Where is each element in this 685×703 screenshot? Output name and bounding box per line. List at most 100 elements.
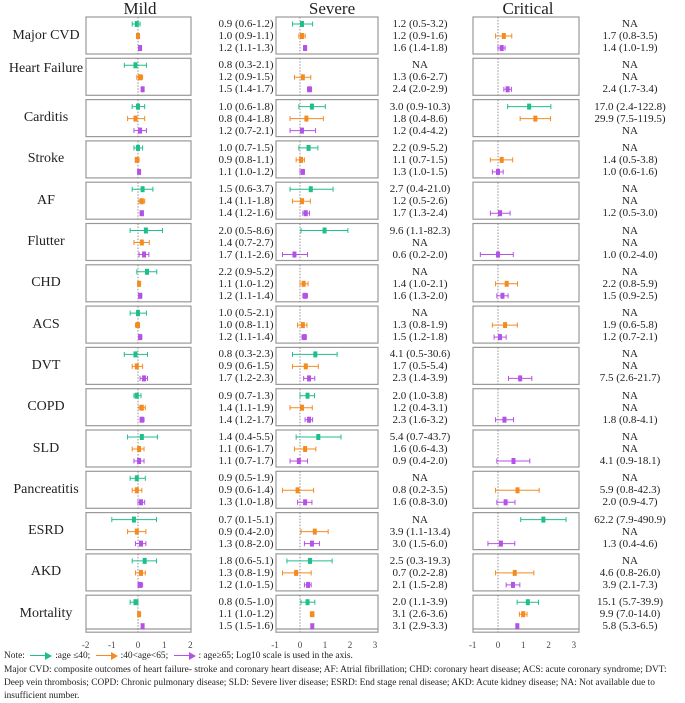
row-box	[275, 181, 379, 220]
ci-mark-severe	[293, 446, 317, 452]
estimate-text: NA	[412, 265, 428, 278]
row-label: AKD	[30, 564, 62, 580]
ci-mark-mild	[137, 168, 142, 175]
ci-mark-mild	[138, 45, 143, 51]
row-label: Pancreatitis	[13, 481, 79, 497]
note-prefix: Note:	[4, 651, 25, 661]
row-label: SLD	[32, 440, 60, 456]
ci-mark-severe	[289, 458, 309, 464]
point-estimate	[500, 292, 505, 299]
estimate-text: 1.3 (1.0-1.5)	[392, 165, 448, 178]
row-label: CHD	[31, 275, 61, 291]
estimate-text: 1.3 (0.8-1.9)	[218, 566, 274, 579]
ci-mark-severe	[291, 351, 338, 358]
legend-arrow-purple-icon	[173, 651, 196, 660]
row-box	[85, 511, 192, 551]
estimate-text: 2.2 (0.9-5.2)	[392, 141, 448, 154]
estimate-text: 0.7 (0.1-5.1)	[218, 513, 274, 526]
estimate-text: 3.0 (1.5-6.0)	[392, 537, 448, 550]
estimate-text: NA	[622, 265, 638, 278]
estimate-text: 2.7 (0.4-21.0)	[389, 183, 451, 196]
point-estimate	[518, 375, 523, 382]
estimate-text: 1.4 (1.0-1.9)	[602, 42, 658, 54]
estimate-text: 5.9 (0.8-42.3)	[599, 484, 661, 497]
ci-mark-mild	[131, 446, 145, 452]
ci-mark-critical	[495, 569, 535, 576]
point-estimate	[303, 446, 308, 452]
estimate-text: 0.8 (0.5-1.0)	[218, 596, 274, 609]
ci-mark-mild	[134, 156, 140, 163]
estimate-text: NA	[412, 513, 428, 526]
point-estimate	[521, 611, 526, 618]
estimate-text: 0.9 (0.6-1.2)	[218, 18, 274, 30]
point-estimate	[134, 363, 139, 370]
row-box	[275, 222, 379, 262]
ci-mark-severe	[282, 487, 315, 494]
ci-mark-critical	[495, 33, 513, 39]
row-label: Mortality	[19, 605, 73, 621]
point-estimate	[139, 210, 144, 217]
row-box	[472, 429, 580, 468]
estimate-text: 1.6 (0.8-3.0)	[392, 496, 448, 509]
point-estimate	[138, 569, 143, 576]
point-estimate	[515, 623, 520, 630]
tick-label: 0	[135, 640, 141, 650]
point-estimate	[303, 292, 308, 299]
estimate-text: NA	[622, 236, 638, 249]
estimate-text: 7.5 (2.6-21.7)	[599, 372, 661, 385]
estimate-text: NA	[622, 224, 638, 237]
estimate-text: 1.4 (1.2-1.6)	[218, 207, 274, 220]
tick-label: 2	[188, 640, 193, 650]
estimate-text: 9.9 (7.0-14.0)	[599, 608, 661, 621]
tick-label: 1	[322, 640, 328, 650]
ci-mark-mild	[137, 280, 142, 287]
ci-mark-mild	[127, 528, 147, 535]
ci-mark-severe	[289, 404, 313, 411]
estimate-text: 2.0 (0.5-8.6)	[218, 224, 274, 237]
estimate-text: 0.9 (0.5-1.9)	[218, 472, 274, 485]
estimate-text: 1.2 (0.4-4.2)	[392, 124, 448, 137]
estimate-text: 1.4 (0.4-5.5)	[218, 431, 274, 443]
row-label: ESRD	[28, 523, 64, 539]
tick-label: 1	[521, 640, 526, 650]
point-estimate	[137, 611, 142, 618]
estimate-text: 3.0 (0.9-10.3)	[389, 100, 451, 113]
estimate-text: NA	[622, 59, 638, 72]
point-estimate	[292, 251, 297, 258]
ci-mark-critical	[479, 251, 514, 258]
ci-mark-mild	[140, 623, 145, 630]
row-box	[85, 264, 192, 303]
estimate-text: 1.7 (1.1-2.6)	[218, 248, 274, 261]
estimate-text: 5.8 (5.3-6.5)	[602, 620, 658, 633]
row-box	[275, 553, 379, 592]
ci-mark-critical	[487, 540, 516, 547]
point-estimate	[131, 516, 136, 523]
point-estimate	[134, 156, 139, 163]
estimate-text: 0.8 (0.3-2.1)	[218, 59, 274, 72]
point-estimate	[498, 334, 503, 341]
ci-mark-critical	[491, 168, 504, 175]
estimate-text: NA	[412, 472, 428, 485]
row-box	[472, 511, 580, 551]
estimate-text: 1.0 (0.8-1.1)	[218, 319, 274, 332]
row-box	[85, 594, 192, 633]
ci-mark-severe	[300, 528, 329, 535]
row-label: AF	[37, 192, 55, 208]
ci-mark-mild	[140, 86, 145, 93]
ci-mark-critical	[505, 581, 521, 588]
ci-mark-severe	[302, 210, 311, 217]
point-estimate	[307, 557, 312, 564]
point-estimate	[541, 516, 546, 523]
point-estimate	[313, 351, 318, 358]
estimate-text: 1.5 (0.6-3.7)	[218, 183, 274, 196]
ci-mark-mild	[131, 103, 146, 110]
estimate-text: 1.2 (0.5-3.0)	[602, 207, 658, 220]
row-box	[85, 181, 192, 220]
point-estimate	[305, 392, 310, 399]
point-estimate	[140, 86, 145, 93]
point-estimate	[136, 33, 140, 39]
legend-arrow-orange-icon	[95, 651, 118, 660]
ci-mark-severe	[303, 375, 316, 382]
point-estimate	[138, 581, 143, 588]
point-estimate	[527, 103, 532, 110]
